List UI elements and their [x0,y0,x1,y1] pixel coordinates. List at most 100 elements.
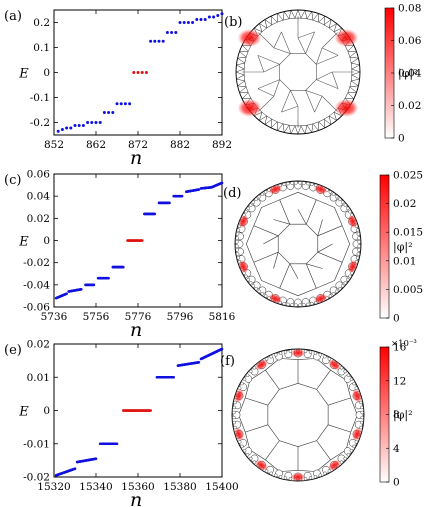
tile-edge [345,432,352,450]
boundary-cell [251,200,256,204]
tile-edge [330,369,347,381]
data-point [220,347,224,351]
tile-edge [316,369,331,390]
lattice-b: (b) 0 0.02 0.04 0.06 0.08 |φ|² [224,3,422,145]
tile-edge [316,199,335,208]
tile-edge [253,207,262,226]
boundary-cell [286,302,290,307]
boundary-cell [294,303,298,307]
boundary-cell [340,200,345,204]
boundary-cell [257,194,261,199]
data-point [182,21,186,24]
tile-edge [341,243,350,263]
tile-edge [273,252,279,269]
boundary-cell [232,405,236,410]
density-blob [238,259,249,274]
data-point [199,18,203,21]
tile-edge [273,79,280,97]
boundary-cell [357,248,361,252]
colorbar-tick-label: 4 [393,443,400,455]
boundary-cell [235,236,239,240]
tile-edge [273,219,290,225]
data-point [77,124,81,127]
boundary-cell [236,228,241,232]
tile-edge [249,369,266,381]
boundary-cell [251,284,256,288]
data-point [132,71,136,74]
boundary-cell [343,456,347,461]
boundary-cell [244,274,248,279]
colorbar-label: |φ|² [398,67,418,81]
boundary-cell [242,448,247,453]
boundary-cell [310,301,314,306]
data-point [172,375,175,379]
data-point [157,39,161,43]
colorbar-tick-label: 0.015 [393,227,423,239]
data-point [56,129,60,133]
data-point [115,102,119,106]
boundary-cell [346,373,351,377]
x-tick-label: 5756 [83,311,110,323]
boundary-cell [263,190,268,194]
y-tick-label: -0.2 [30,117,50,129]
density-blob [268,184,283,195]
data-point [107,111,111,114]
tile-edge [261,199,280,208]
data-point [81,124,85,127]
boundary-cell [232,410,236,415]
tile-edge [321,47,339,56]
x-tick-label: 5776 [125,311,152,323]
tile-edge [297,358,317,360]
x-tick-label: 852 [44,139,64,151]
boundary-cell [246,277,250,282]
density-blob [268,293,283,304]
density-blob [291,472,305,482]
boundary-cell [335,194,339,199]
colorbar-tick-label: 0.02 [393,198,416,210]
tile-edge [279,287,299,296]
data-point [122,265,125,269]
colorbar-label: |φ|² [393,241,413,255]
panel-label: (d) [223,186,241,201]
colorbar-tick-label: 0.005 [393,284,423,296]
boundary-cell [308,476,313,480]
tile-edge [238,414,246,433]
boundary-cell [313,351,318,355]
tile-edge [263,235,279,245]
data-point [128,102,132,106]
data-point [65,292,68,296]
boundary-cell [306,181,310,186]
boundary-cell [308,350,313,354]
boundary-cell [283,350,288,354]
tile-edge [297,37,306,54]
tile-edge [245,424,268,433]
data-point [123,102,127,106]
tile-edge [316,440,331,461]
boundary-cell [286,181,290,186]
data-point [195,18,199,21]
tile-edge [305,90,315,113]
panel-label: (c) [4,173,21,188]
tile-edge [244,432,251,450]
tile-edge [316,280,335,289]
x-axis-label: n [130,489,142,507]
x-tick-label: 15400 [205,481,238,493]
boundary-cell [249,369,253,374]
data-point [92,283,96,287]
data-point [119,102,123,106]
boundary-cell [340,284,345,288]
tile-edge [305,31,315,54]
lattice-d: (d) 0 0.005 0.01 0.015 0.02 0.025 |φ|² [223,170,423,325]
density-blob [234,427,244,441]
boundary-cell [298,181,302,185]
x-tick-label: 15320 [37,481,70,493]
tile-edge [249,449,266,461]
density-blob [313,184,328,195]
boundary-cell [278,475,283,479]
data-point [140,71,144,74]
data-point [102,111,106,114]
tile-ring [243,17,353,127]
boundary-cell [310,182,314,187]
data-point [153,39,157,43]
tile-edge [279,263,291,289]
